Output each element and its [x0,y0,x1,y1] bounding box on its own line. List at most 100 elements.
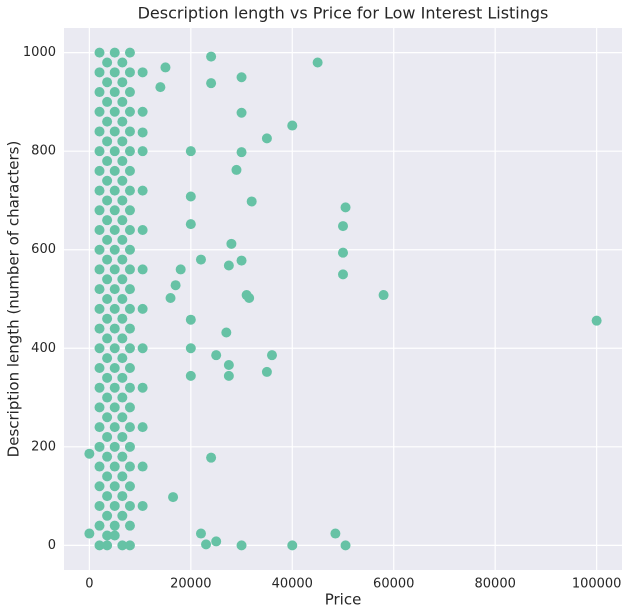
point [102,372,113,383]
point [109,362,120,373]
point [102,96,113,107]
point [124,205,135,216]
point [206,78,217,89]
point [117,156,128,167]
point [102,77,113,88]
x-tick-label: 60000 [373,577,414,592]
point [206,452,217,463]
y-axis-label: Description length (number of characters… [5,141,23,458]
point [117,471,128,482]
point [94,146,105,157]
point [223,370,234,381]
point [117,294,128,304]
point [102,510,113,521]
point [94,422,105,433]
point [221,327,232,338]
point [330,528,341,539]
point [124,461,135,472]
point [137,225,148,236]
point [94,500,105,511]
point [338,269,348,280]
point [109,422,120,433]
x-axis-label: Price [325,591,362,609]
point [124,382,135,393]
point [124,284,135,295]
point [261,133,272,144]
point [109,146,120,157]
point [117,451,128,462]
point [137,185,148,196]
point [117,77,128,88]
point [117,412,128,423]
point [102,412,113,423]
point [170,280,181,291]
point [266,350,277,361]
point [109,264,120,275]
point [109,126,120,137]
point [124,540,135,551]
point [109,205,120,216]
point [201,539,212,550]
point [137,422,148,433]
point [211,350,222,361]
point [94,205,105,216]
point [124,87,135,98]
y-tick-label: 200 [31,439,56,454]
point [109,530,120,541]
point [185,370,196,381]
point [117,540,128,551]
point [102,431,113,442]
point [160,62,171,73]
point [195,254,206,265]
point [338,221,348,232]
point [102,57,113,68]
point [94,362,105,373]
point [102,234,113,245]
point [338,247,348,258]
point [117,510,128,521]
y-tick-label: 600 [31,242,56,257]
point [109,244,120,255]
point [223,260,234,271]
point [340,540,351,551]
point [109,225,120,236]
point [94,87,105,98]
point [124,500,135,511]
point [94,264,105,275]
point [185,219,196,230]
point [185,191,196,202]
point [175,264,186,275]
point [137,264,148,275]
point [94,47,105,58]
point [168,492,179,503]
point [109,343,120,354]
point [102,136,113,147]
point [117,215,128,226]
point [137,382,148,393]
point [109,382,120,393]
point [261,366,272,377]
point [117,195,128,206]
point [94,303,105,314]
point [137,500,148,511]
point [236,107,247,118]
x-tick-label: 0 [85,577,93,592]
point [102,215,113,226]
point [117,254,128,265]
point [94,106,105,117]
point [378,290,389,301]
point [102,274,113,285]
point [102,392,113,403]
point [137,67,148,78]
point [117,392,128,403]
point [165,293,176,304]
plot-area [64,28,622,570]
point [241,290,252,301]
y-tick-label: 400 [31,341,56,356]
point [94,402,105,413]
point [124,520,135,531]
point [109,67,120,78]
point [231,164,242,175]
point [117,372,128,383]
